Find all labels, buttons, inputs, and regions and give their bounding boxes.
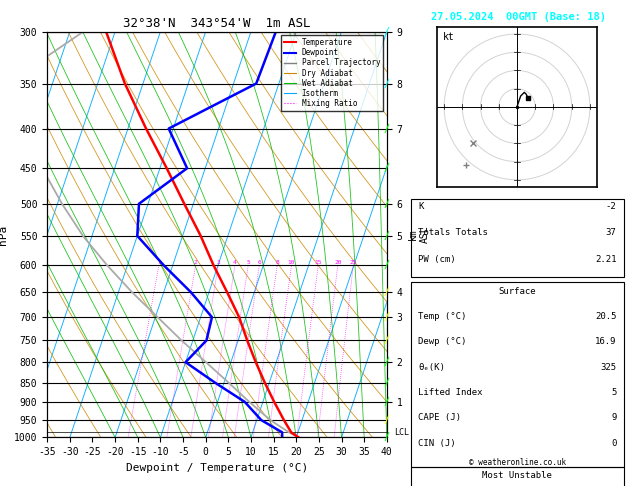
Text: K: K — [418, 202, 424, 210]
Text: /: / — [384, 79, 390, 88]
Text: 25: 25 — [350, 260, 357, 265]
Text: PW (cm): PW (cm) — [418, 255, 456, 264]
Text: /: / — [384, 357, 390, 367]
Text: 3: 3 — [216, 260, 220, 265]
Text: 1: 1 — [157, 260, 161, 265]
Text: /: / — [384, 199, 390, 209]
Text: 5: 5 — [247, 260, 250, 265]
Text: Temp (°C): Temp (°C) — [418, 312, 467, 321]
Text: 2.21: 2.21 — [595, 255, 616, 264]
Text: 37: 37 — [606, 228, 616, 237]
Text: 5: 5 — [611, 388, 616, 397]
Text: 20: 20 — [334, 260, 342, 265]
Text: /: / — [384, 312, 390, 322]
Text: 15: 15 — [314, 260, 322, 265]
Text: © weatheronline.co.uk: © weatheronline.co.uk — [469, 458, 566, 467]
Text: kt: kt — [443, 32, 455, 41]
Text: /: / — [384, 397, 390, 407]
Y-axis label: km
ASL: km ASL — [408, 226, 430, 243]
Text: /: / — [384, 27, 390, 36]
Text: Surface: Surface — [499, 287, 536, 295]
Text: 325: 325 — [600, 363, 616, 372]
Y-axis label: hPa: hPa — [0, 225, 8, 244]
Text: 2: 2 — [194, 260, 198, 265]
Text: 9: 9 — [611, 414, 616, 422]
Text: 16.9: 16.9 — [595, 337, 616, 347]
Text: -2: -2 — [606, 202, 616, 210]
Text: /: / — [384, 378, 390, 388]
Text: 8: 8 — [276, 260, 279, 265]
Text: 6: 6 — [257, 260, 261, 265]
Text: 27.05.2024  00GMT (Base: 18): 27.05.2024 00GMT (Base: 18) — [431, 12, 606, 22]
Text: /: / — [384, 123, 390, 134]
Text: 20.5: 20.5 — [595, 312, 616, 321]
Text: /: / — [384, 335, 390, 346]
Text: CIN (J): CIN (J) — [418, 439, 456, 448]
Text: θₑ(K): θₑ(K) — [418, 363, 445, 372]
Title: 32°38'N  343°54'W  1m ASL: 32°38'N 343°54'W 1m ASL — [123, 17, 311, 31]
Text: LCL: LCL — [394, 428, 409, 437]
Text: /: / — [384, 415, 390, 425]
Text: 4: 4 — [233, 260, 237, 265]
Text: Dewp (°C): Dewp (°C) — [418, 337, 467, 347]
Text: Lifted Index: Lifted Index — [418, 388, 483, 397]
X-axis label: Dewpoint / Temperature (°C): Dewpoint / Temperature (°C) — [126, 463, 308, 473]
Legend: Temperature, Dewpoint, Parcel Trajectory, Dry Adiabat, Wet Adiabat, Isotherm, Mi: Temperature, Dewpoint, Parcel Trajectory… — [281, 35, 383, 111]
Text: /: / — [384, 163, 390, 173]
Text: Totals Totals: Totals Totals — [418, 228, 488, 237]
Text: 10: 10 — [287, 260, 295, 265]
Text: CAPE (J): CAPE (J) — [418, 414, 461, 422]
Text: /: / — [384, 231, 390, 241]
Text: Most Unstable: Most Unstable — [482, 471, 552, 480]
Text: /: / — [384, 433, 390, 442]
Text: /: / — [384, 260, 390, 270]
Text: /: / — [384, 287, 390, 297]
Text: 0: 0 — [611, 439, 616, 448]
